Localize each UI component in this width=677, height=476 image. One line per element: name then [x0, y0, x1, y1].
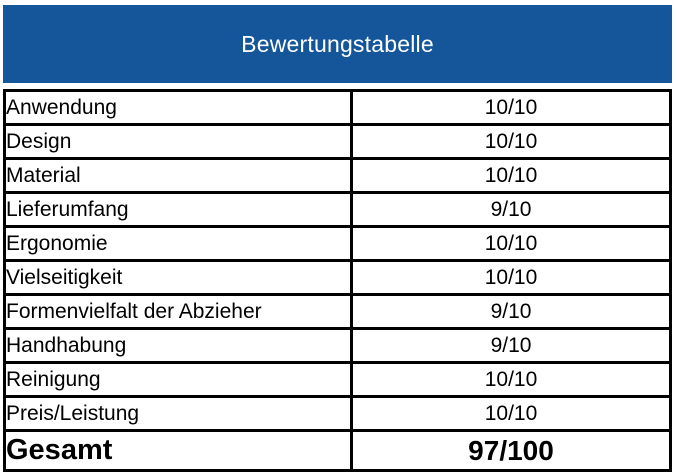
criterion-score: 9/10 — [350, 293, 672, 330]
table-row: Reinigung 10/10 — [3, 361, 672, 398]
table-title-banner: Bewertungstabelle — [3, 5, 672, 83]
criterion-label: Anwendung — [3, 89, 353, 126]
table-row: Formenvielfalt der Abzieher 9/10 — [3, 293, 672, 330]
total-label: Gesamt — [3, 429, 353, 472]
criterion-label: Lieferumfang — [3, 191, 353, 228]
criterion-label: Formenvielfalt der Abzieher — [3, 293, 353, 330]
criterion-score: 10/10 — [350, 157, 672, 194]
criterion-score: 10/10 — [350, 395, 672, 432]
criterion-score: 10/10 — [350, 89, 672, 126]
total-score: 97/100 — [350, 429, 672, 472]
criterion-label: Ergonomie — [3, 225, 353, 262]
table-row: Preis/Leistung 10/10 — [3, 395, 672, 432]
criterion-label: Vielseitigkeit — [3, 259, 353, 296]
criterion-label: Reinigung — [3, 361, 353, 398]
rating-table: Anwendung 10/10 Design 10/10 Material 10… — [3, 89, 672, 472]
criterion-label: Material — [3, 157, 353, 194]
table-row: Handhabung 9/10 — [3, 327, 672, 364]
criterion-label: Preis/Leistung — [3, 395, 353, 432]
table-row: Material 10/10 — [3, 157, 672, 194]
criterion-score: 10/10 — [350, 123, 672, 160]
criterion-score: 9/10 — [350, 191, 672, 228]
table-row: Anwendung 10/10 — [3, 89, 672, 126]
total-row: Gesamt 97/100 — [3, 429, 672, 472]
table-row: Ergonomie 10/10 — [3, 225, 672, 262]
table-title: Bewertungstabelle — [241, 30, 434, 57]
table-row: Design 10/10 — [3, 123, 672, 160]
criterion-score: 10/10 — [350, 361, 672, 398]
table-row: Lieferumfang 9/10 — [3, 191, 672, 228]
table-row: Vielseitigkeit 10/10 — [3, 259, 672, 296]
criterion-score: 10/10 — [350, 225, 672, 262]
criterion-label: Design — [3, 123, 353, 160]
criterion-label: Handhabung — [3, 327, 353, 364]
criterion-score: 9/10 — [350, 327, 672, 364]
criterion-score: 10/10 — [350, 259, 672, 296]
